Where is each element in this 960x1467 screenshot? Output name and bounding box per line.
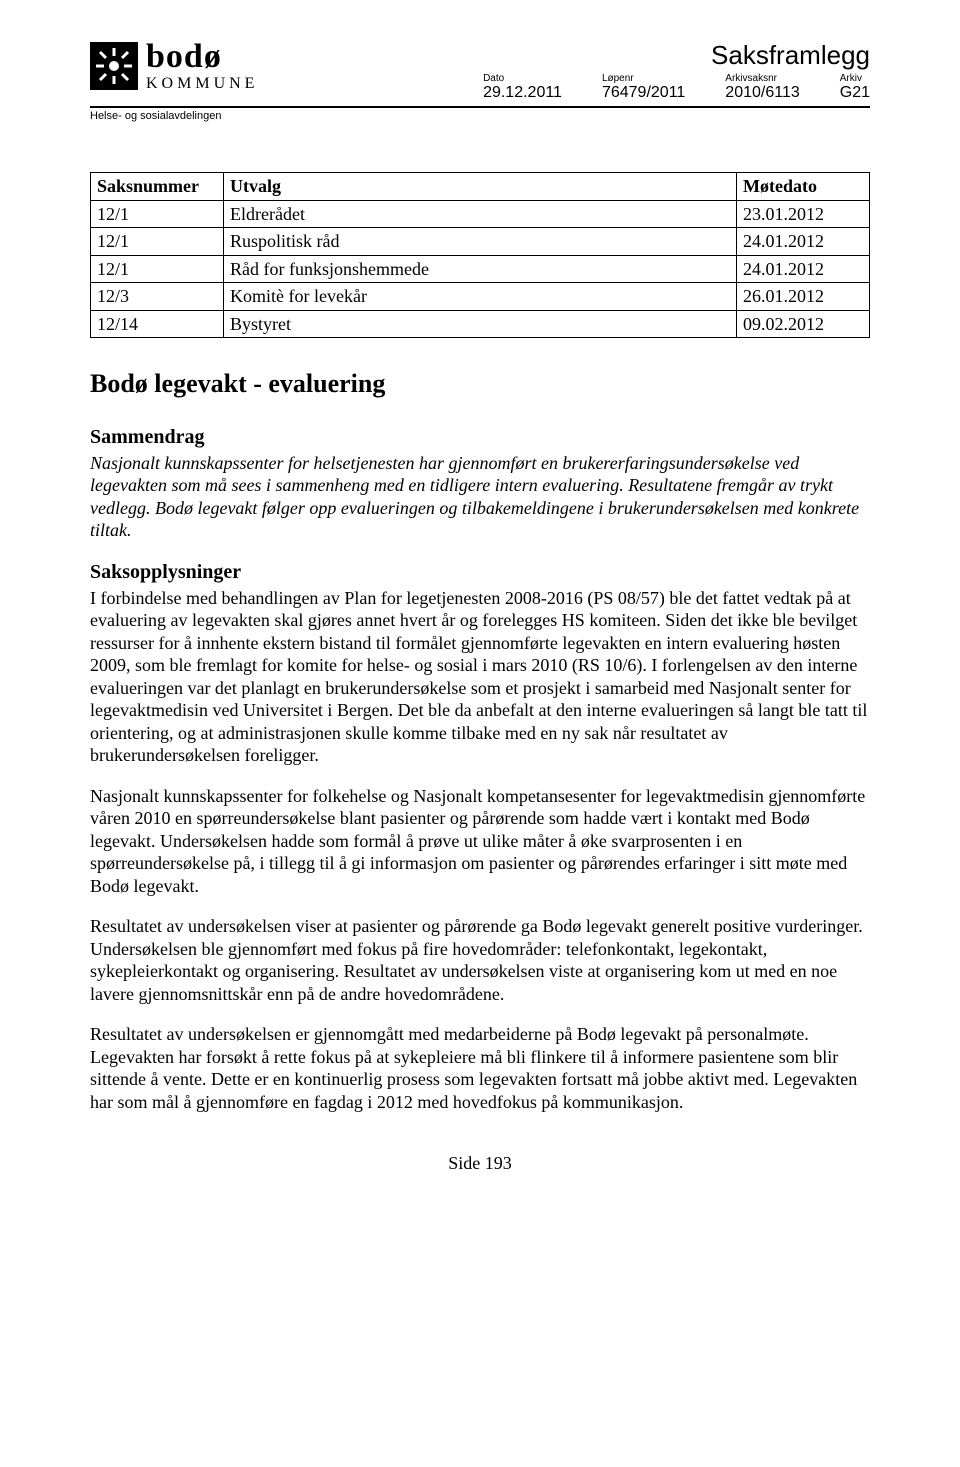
content: Saksnummer Utvalg Møtedato 12/1 Eldreråd…	[90, 172, 870, 1113]
page-footer: Side 193	[90, 1153, 870, 1174]
table-row: 12/3 Komitè for levekår 26.01.2012	[91, 283, 870, 311]
paragraph: I forbindelse med behandlingen av Plan f…	[90, 587, 870, 767]
table-cell: 12/1	[91, 200, 224, 228]
sammendrag-body: Nasjonalt kunnskapssenter for helsetjene…	[90, 452, 870, 542]
table-row: 12/1 Råd for funksjonshemmede 24.01.2012	[91, 255, 870, 283]
table-row: 12/1 Ruspolitisk råd 24.01.2012	[91, 228, 870, 256]
table-header-row: Saksnummer Utvalg Møtedato	[91, 173, 870, 201]
meta-block: Saksframlegg Dato 29.12.2011 Løpenr 7647…	[483, 40, 870, 102]
section-heading-saksopplysninger: Saksopplysninger	[90, 560, 870, 585]
table-cell: 24.01.2012	[737, 255, 870, 283]
table-cell: 09.02.2012	[737, 310, 870, 338]
cases-table: Saksnummer Utvalg Møtedato 12/1 Eldreråd…	[90, 172, 870, 338]
doc-type: Saksframlegg	[711, 40, 870, 71]
table-cell: Bystyret	[224, 310, 737, 338]
section-heading-sammendrag: Sammendrag	[90, 425, 870, 450]
meta-label: Løpenr	[602, 73, 634, 84]
table-row: 12/1 Eldrerådet 23.01.2012	[91, 200, 870, 228]
table-cell: 12/1	[91, 255, 224, 283]
meta-value: 29.12.2011	[483, 84, 562, 102]
paragraph: Resultatet av undersøkelsen er gjennomgå…	[90, 1023, 870, 1113]
meta-label: Dato	[483, 73, 504, 84]
table-cell: 26.01.2012	[737, 283, 870, 311]
logo-bottom: KOMMUNE	[146, 76, 258, 92]
table-header: Møtedato	[737, 173, 870, 201]
table-cell: 12/1	[91, 228, 224, 256]
meta-row: Dato 29.12.2011 Løpenr 76479/2011 Arkivs…	[483, 73, 870, 102]
meta-label: Arkiv	[840, 73, 862, 84]
page: bodø KOMMUNE Saksframlegg Dato 29.12.201…	[0, 0, 960, 1214]
table-cell: Eldrerådet	[224, 200, 737, 228]
meta-value: 76479/2011	[602, 84, 685, 102]
meta-col-arkiv: Arkiv G21	[840, 73, 870, 102]
table-cell: 23.01.2012	[737, 200, 870, 228]
page-title: Bodø legevakt - evaluering	[90, 368, 870, 401]
sun-icon	[90, 42, 138, 90]
paragraph: Nasjonalt kunnskapssenter for folkehelse…	[90, 785, 870, 898]
logo-text: bodø KOMMUNE	[146, 40, 258, 92]
table-cell: 12/14	[91, 310, 224, 338]
table-header: Utvalg	[224, 173, 737, 201]
logo-top: bodø	[146, 40, 258, 74]
table-cell: Ruspolitisk råd	[224, 228, 737, 256]
department: Helse- og sosialavdelingen	[90, 110, 870, 122]
paragraph: Resultatet av undersøkelsen viser at pas…	[90, 915, 870, 1005]
table-row: 12/14 Bystyret 09.02.2012	[91, 310, 870, 338]
header: bodø KOMMUNE Saksframlegg Dato 29.12.201…	[90, 40, 870, 108]
meta-label: Arkivsaksnr	[725, 73, 777, 84]
table-cell: Råd for funksjonshemmede	[224, 255, 737, 283]
table-cell: 12/3	[91, 283, 224, 311]
table-cell: Komitè for levekår	[224, 283, 737, 311]
table-cell: 24.01.2012	[737, 228, 870, 256]
meta-col-lopenr: Løpenr 76479/2011	[602, 73, 685, 102]
table-header: Saksnummer	[91, 173, 224, 201]
meta-col-arkivsaksnr: Arkivsaksnr 2010/6113	[725, 73, 799, 102]
meta-value: G21	[840, 84, 870, 102]
meta-col-dato: Dato 29.12.2011	[483, 73, 562, 102]
logo-block: bodø KOMMUNE	[90, 40, 258, 92]
meta-value: 2010/6113	[725, 84, 799, 102]
